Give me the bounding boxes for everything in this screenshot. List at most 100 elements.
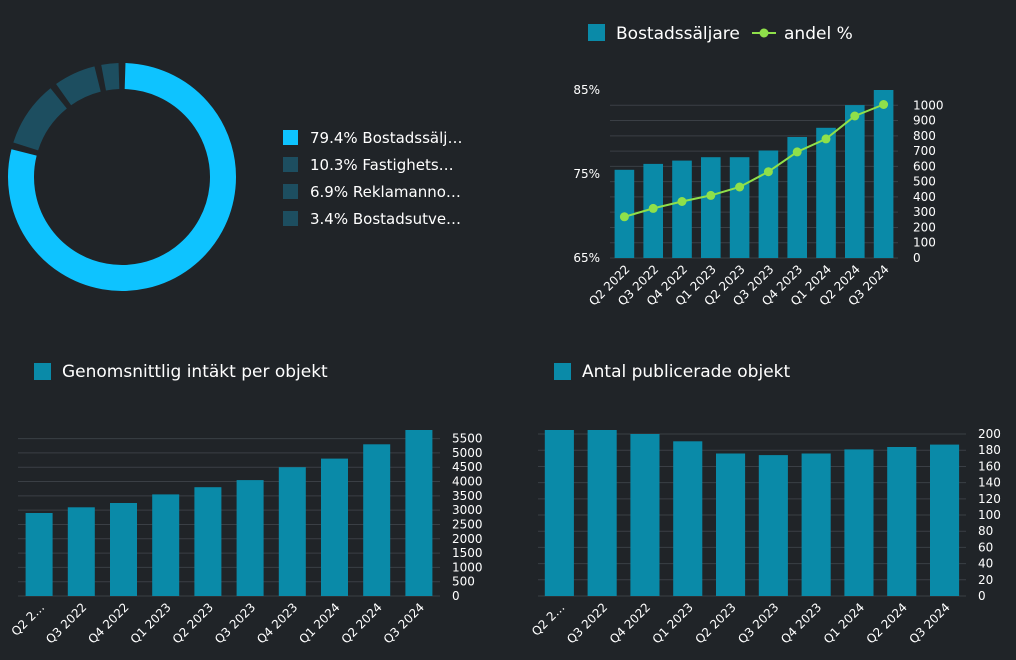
bar-q2-2024 bbox=[887, 447, 917, 596]
y-tick-label: 200 bbox=[978, 427, 1001, 441]
bar-q1-2023 bbox=[673, 441, 703, 596]
y-left-tick-label: 75% bbox=[573, 167, 600, 181]
andel-point-q4-2022 bbox=[677, 197, 687, 206]
y-right-tick-label: 100 bbox=[913, 236, 936, 250]
y-tick-label: 3000 bbox=[452, 503, 483, 517]
donut-slice-fastighetsförmedlare bbox=[13, 88, 68, 151]
y-tick-label: 1000 bbox=[452, 560, 483, 574]
bar-q4-2023 bbox=[801, 453, 831, 596]
bar-q1-2023 bbox=[701, 157, 721, 258]
x-tick-label: Q2 2023 bbox=[170, 600, 216, 646]
y-right-tick-label: 200 bbox=[913, 220, 936, 234]
x-tick-label: Q3 2023 bbox=[212, 600, 258, 646]
bar-q3-2024 bbox=[873, 90, 894, 258]
bar-q2-2 bbox=[544, 430, 574, 596]
bar-q1-2024 bbox=[321, 458, 348, 596]
legend-label-bostadsutvecklare: 3.4% Bostadsutve… bbox=[310, 210, 461, 228]
y-tick-label: 2000 bbox=[452, 532, 483, 546]
bar-q3-2023 bbox=[236, 480, 264, 596]
andel-point-q2-2022 bbox=[619, 212, 629, 222]
donut-slice-reklamannonsörer bbox=[56, 66, 102, 106]
y-right-tick-label: 900 bbox=[913, 114, 936, 128]
x-tick-label: Q2 2… bbox=[529, 600, 568, 639]
chart-title: Genomsnittlig intäkt per objekt bbox=[62, 362, 328, 382]
bar-q3-2022 bbox=[67, 507, 95, 596]
andel-point-q3-2023 bbox=[763, 167, 773, 177]
y-tick-label: 100 bbox=[978, 508, 1001, 522]
y-right-tick-label: 700 bbox=[913, 144, 936, 158]
y-tick-label: 3500 bbox=[452, 489, 483, 503]
andel-point-q2-2023 bbox=[735, 182, 745, 192]
y-right-tick-label: 500 bbox=[913, 175, 936, 189]
bar-q4-2023 bbox=[278, 467, 306, 596]
bar-q2-2023 bbox=[729, 157, 750, 258]
andel-point-q1-2024 bbox=[821, 134, 831, 144]
published-objects-chart: Antal publicerade objekt2001801601401201… bbox=[529, 362, 1001, 646]
bar-q4-2022 bbox=[630, 434, 660, 596]
chart-title: Antal publicerade objekt bbox=[582, 362, 791, 382]
y-tick-label: 4500 bbox=[452, 460, 483, 474]
x-tick-label: Q1 2024 bbox=[821, 600, 867, 646]
bar-q1-2024 bbox=[816, 127, 836, 258]
legend-swatch bbox=[34, 363, 51, 380]
legend-marker-andel bbox=[759, 28, 769, 38]
x-tick-label: Q4 2023 bbox=[254, 600, 300, 646]
y-tick-label: 60 bbox=[978, 540, 993, 554]
legend-swatch-bostadssaljare bbox=[588, 24, 605, 41]
y-tick-label: 500 bbox=[452, 575, 475, 589]
legend-label-andel: andel % bbox=[784, 24, 853, 44]
bar-q2-2023 bbox=[194, 487, 222, 596]
y-tick-label: 5000 bbox=[452, 446, 483, 460]
bar-q3-2024 bbox=[930, 444, 960, 596]
x-tick-label: Q3 2022 bbox=[43, 600, 89, 646]
y-right-tick-label: 800 bbox=[913, 129, 936, 143]
y-right-tick-label: 1000 bbox=[913, 98, 944, 112]
y-right-tick-label: 0 bbox=[913, 251, 921, 265]
donut-chart: 79.4% Bostadssälj… 10.3% Fastighets… 6.9% … bbox=[8, 63, 462, 291]
legend-swatch-fastighetsförmedlare bbox=[283, 157, 298, 172]
y-tick-label: 80 bbox=[978, 524, 993, 538]
legend-label-reklamannonsörer: 6.9% Reklamanno… bbox=[310, 183, 461, 201]
x-tick-label: Q1 2024 bbox=[296, 600, 342, 646]
bar-q1-2024 bbox=[844, 449, 874, 596]
x-tick-label: Q2 2024 bbox=[339, 600, 385, 646]
x-tick-label: Q3 2022 bbox=[564, 600, 610, 646]
y-tick-label: 1500 bbox=[452, 546, 483, 560]
andel-point-q2-2024 bbox=[850, 111, 860, 121]
x-tick-label: Q2 2023 bbox=[692, 600, 738, 646]
x-tick-label: Q1 2023 bbox=[650, 600, 696, 646]
bar-q2-2023 bbox=[716, 453, 746, 596]
andel-point-q3-2024 bbox=[879, 100, 889, 109]
bar-q3-2024 bbox=[405, 430, 433, 596]
legend-swatch-bostadssäljare bbox=[283, 130, 298, 145]
y-tick-label: 40 bbox=[978, 557, 993, 571]
y-right-tick-label: 400 bbox=[913, 190, 936, 204]
y-tick-label: 20 bbox=[978, 573, 993, 587]
legend-swatch-bostadsutvecklare bbox=[283, 211, 298, 226]
legend-swatch-reklamannonsörer bbox=[283, 184, 298, 199]
y-tick-label: 5500 bbox=[452, 432, 483, 446]
bar-q2-2024 bbox=[845, 105, 865, 258]
andel-point-q1-2023 bbox=[706, 190, 716, 200]
bar-q3-2023 bbox=[758, 455, 788, 596]
bar-q4-2022 bbox=[110, 503, 137, 596]
y-right-tick-label: 600 bbox=[913, 159, 936, 173]
y-left-tick-label: 65% bbox=[573, 251, 600, 265]
y-tick-label: 4000 bbox=[452, 475, 483, 489]
x-tick-label: Q3 2024 bbox=[906, 600, 952, 646]
y-tick-label: 120 bbox=[978, 492, 1001, 506]
legend-label-fastighetsförmedlare: 10.3% Fastighets… bbox=[310, 156, 454, 174]
bar-q1-2023 bbox=[152, 494, 180, 596]
y-left-tick-label: 85% bbox=[573, 83, 600, 97]
y-tick-label: 180 bbox=[978, 443, 1001, 457]
y-right-tick-label: 300 bbox=[913, 205, 936, 219]
donut-slice-bostadsutvecklare bbox=[101, 63, 120, 91]
x-tick-label: Q2 2024 bbox=[864, 600, 910, 646]
x-tick-label: Q1 2023 bbox=[128, 600, 174, 646]
legend-label-bostadssaljare: Bostadssäljare bbox=[616, 24, 740, 44]
bar-q2-2024 bbox=[363, 444, 391, 596]
revenue-per-object-chart: Genomsnittlig intäkt per objekt550050004… bbox=[9, 362, 483, 646]
x-tick-label: Q4 2023 bbox=[778, 600, 824, 646]
legend-label-bostadssäljare: 79.4% Bostadssälj… bbox=[310, 129, 462, 147]
